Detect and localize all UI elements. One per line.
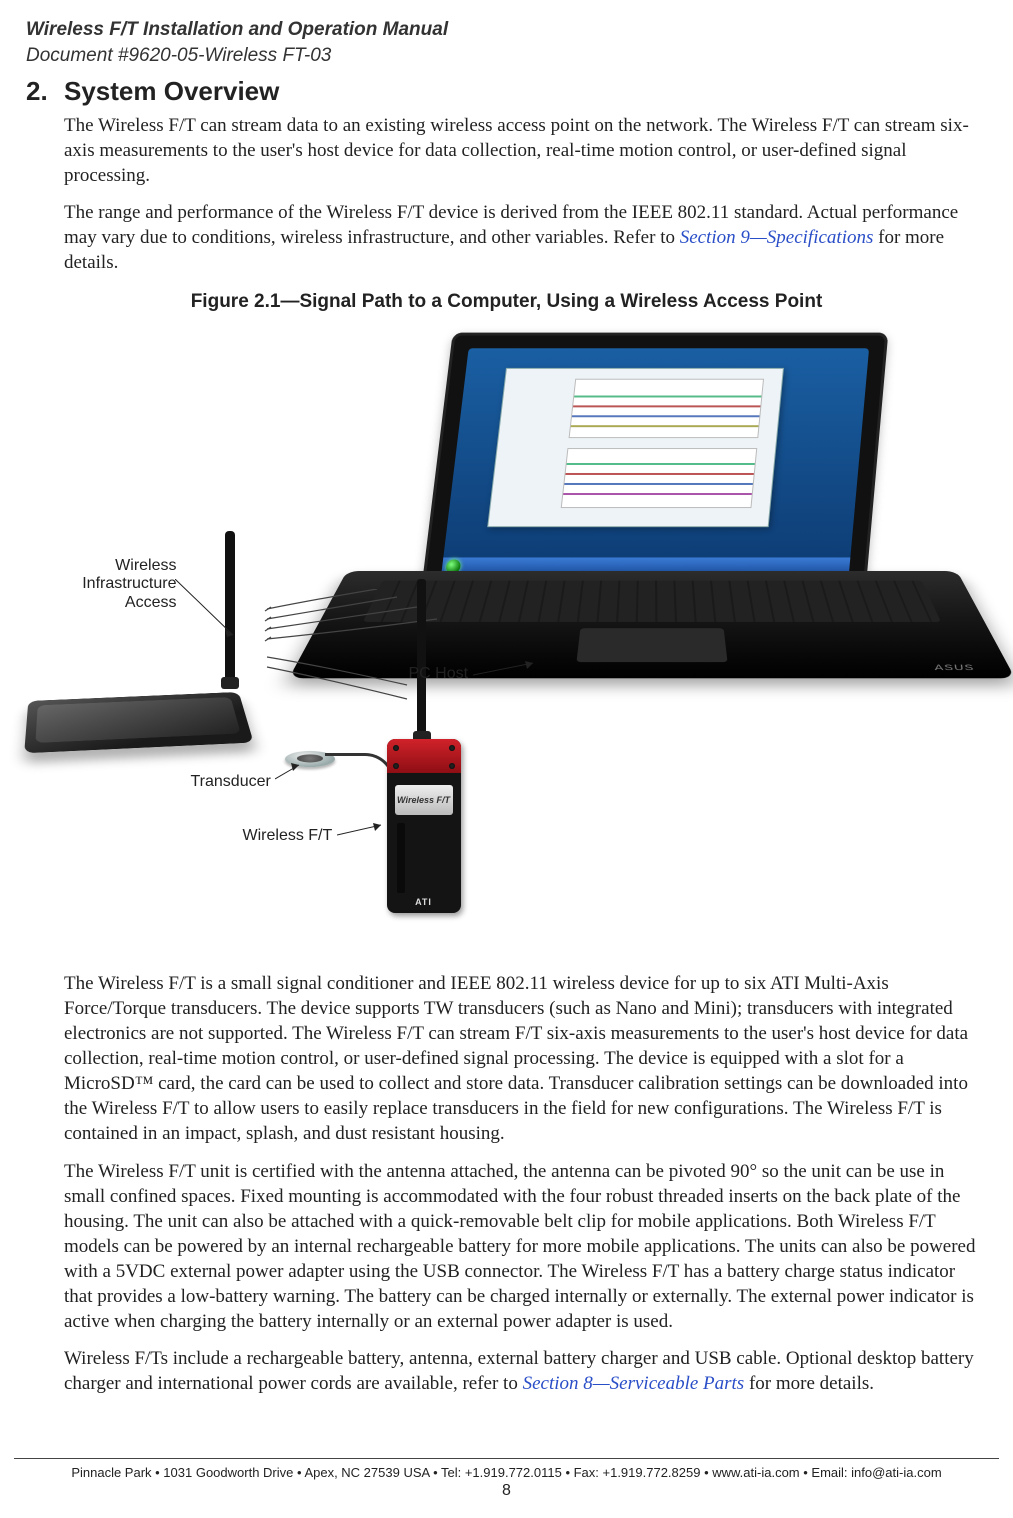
page-footer: Pinnacle Park • 1031 Goodworth Drive • A…: [0, 1458, 1013, 1500]
serviceable-parts-link[interactable]: Section 8—Serviceable Parts: [523, 1373, 745, 1394]
callout-wft: Wireless F/T: [243, 827, 333, 845]
leader-line: [473, 661, 543, 687]
figure-diagram: ASUS: [27, 321, 987, 961]
body-paragraph-4: The Wireless F/T unit is certified with …: [64, 1159, 987, 1335]
leader-line: [275, 761, 305, 781]
callout-wap: Wireless Infrastructure Access: [67, 557, 177, 612]
page-number: 8: [0, 1482, 1013, 1500]
footer-contact: Pinnacle Park • 1031 Goodworth Drive • A…: [0, 1465, 1013, 1480]
device-brand: ATI: [387, 897, 461, 907]
figure-caption: Figure 2.1—Signal Path to a Computer, Us…: [26, 291, 987, 313]
callout-pchost: PC Host: [409, 665, 469, 683]
laptop-brand: ASUS: [932, 664, 976, 673]
manual-title: Wireless F/T Installation and Operation …: [26, 18, 987, 42]
intro-paragraph-2: The range and performance of the Wireles…: [64, 200, 987, 275]
body-paragraph-3: The Wireless F/T is a small signal condi…: [64, 971, 987, 1147]
callout-transducer: Transducer: [191, 773, 271, 791]
section-title: System Overview: [64, 76, 279, 107]
leader-line: [175, 579, 245, 649]
para5-text-b: for more details.: [744, 1373, 874, 1394]
wireless-ft-illustration: Wireless F/T ATI: [367, 671, 477, 931]
section-number: 2.: [26, 76, 64, 107]
device-label: Wireless F/T: [395, 785, 453, 815]
spec-section-link[interactable]: Section 9—Specifications: [680, 227, 874, 248]
body-paragraph-5: Wireless F/Ts include a rechargeable bat…: [64, 1346, 987, 1396]
leader-line: [337, 821, 387, 843]
document-number: Document #9620-05-Wireless FT-03: [26, 44, 987, 68]
intro-paragraph-1: The Wireless F/T can stream data to an e…: [64, 113, 987, 188]
router-illustration: [27, 651, 267, 791]
